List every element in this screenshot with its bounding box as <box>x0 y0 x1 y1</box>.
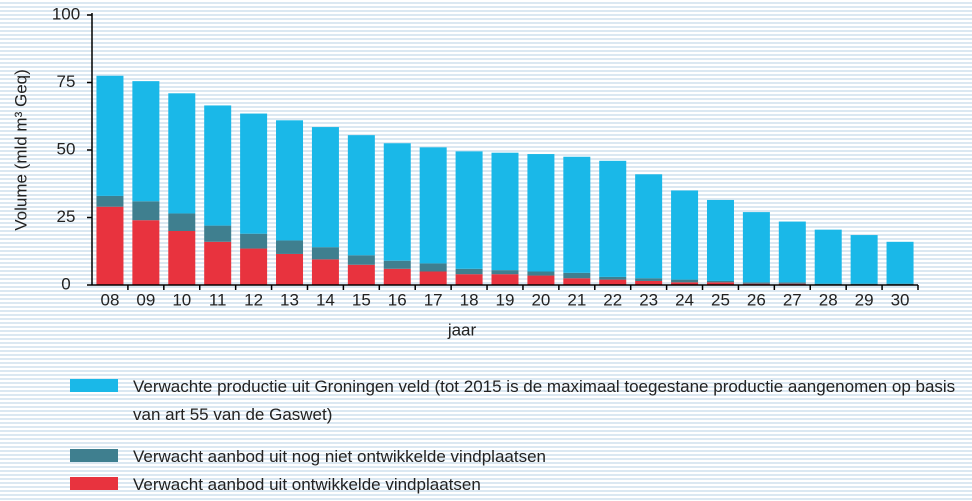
bar-segment <box>383 260 411 269</box>
x-tick-label: 13 <box>280 290 299 309</box>
y-tick-label: 75 <box>57 72 76 91</box>
x-tick-label: 18 <box>460 290 479 309</box>
bar-segment <box>96 75 124 196</box>
bar-segment <box>635 278 663 281</box>
bar-segment <box>168 213 196 231</box>
legend-label: Verwacht aanbod uit ontwikkelde vindplaa… <box>133 475 481 494</box>
x-tick-label: 24 <box>675 290 694 309</box>
bar-segment <box>311 127 339 248</box>
bar-segment <box>706 282 734 285</box>
x-tick-label: 29 <box>855 290 874 309</box>
x-tick-label: 22 <box>603 290 622 309</box>
bar-segment <box>491 270 519 275</box>
y-tick-label: 100 <box>52 4 80 23</box>
chart: Volume (mld m³ Geq) jaar 0 25 50 75 100 08 09 1… <box>11 4 919 339</box>
bar-segment <box>599 276 627 280</box>
bar-segment <box>778 282 806 284</box>
bar-segment <box>563 156 591 273</box>
y-tick-label: 0 <box>61 274 70 293</box>
x-tick-label: 26 <box>747 290 766 309</box>
x-tick-label: 23 <box>639 290 658 309</box>
bar-segment <box>742 212 770 283</box>
x-tick-label: 25 <box>711 290 730 309</box>
bar-segment <box>204 105 232 226</box>
bar-segment <box>132 220 160 285</box>
bar-segment <box>204 241 232 285</box>
bar-segment <box>886 241 914 284</box>
x-tick-label: 14 <box>316 290 335 309</box>
bar-segment <box>599 160 627 277</box>
y-axis-label: Volume (mld m³ Geq) <box>11 69 30 231</box>
legend-swatch <box>70 379 118 392</box>
bar-segment <box>706 199 734 281</box>
x-tick-label: 09 <box>136 290 155 309</box>
x-tick-label: 11 <box>209 290 227 309</box>
bar-segment <box>276 120 304 241</box>
bar-segment <box>671 279 699 283</box>
bar-segment <box>671 190 699 280</box>
bar-segment <box>742 282 770 284</box>
x-tick-label: 27 <box>783 290 802 309</box>
bar-segment <box>527 275 555 285</box>
bar-segment <box>563 278 591 285</box>
bar-segment <box>383 268 411 285</box>
bar-segment <box>204 225 232 242</box>
legend-swatch <box>70 449 118 462</box>
x-tick-label: 08 <box>100 290 119 309</box>
bar-segment <box>814 229 842 284</box>
x-tick-label: 10 <box>172 290 191 309</box>
bar-segment <box>240 233 268 249</box>
bar-segment <box>347 264 375 285</box>
bar-segment <box>347 255 375 265</box>
x-tick-label: 20 <box>531 290 550 309</box>
bar-segment <box>599 279 627 285</box>
bar-segment <box>455 268 483 275</box>
bar-segment <box>419 263 447 272</box>
bar-segment <box>311 247 339 260</box>
bar-segment <box>778 221 806 283</box>
x-tick-label: 17 <box>424 290 443 309</box>
bar-segment <box>276 240 304 254</box>
bar-segment <box>491 274 519 285</box>
bar-segment <box>240 248 268 285</box>
bar-segment <box>563 272 591 279</box>
x-tick-label: 15 <box>352 290 371 309</box>
legend-label: Verwachte productie uit Groningen veld (… <box>133 377 956 424</box>
bar-segment <box>706 280 734 283</box>
x-tick-label: 21 <box>567 290 586 309</box>
bar-segment <box>850 235 878 284</box>
bar-segment <box>455 274 483 285</box>
bar-segment <box>635 280 663 285</box>
bar-segment <box>240 113 268 234</box>
bar-segment <box>671 282 699 285</box>
bar-segment <box>168 231 196 285</box>
bar-segment <box>347 135 375 256</box>
bar-segment <box>527 271 555 276</box>
bar-segment <box>132 81 160 202</box>
bar-segment <box>383 143 411 261</box>
bar-segment <box>168 93 196 214</box>
bar-segment <box>132 201 160 221</box>
x-tick-label: 19 <box>496 290 515 309</box>
legend-swatch <box>70 477 118 490</box>
x-tick-label: 12 <box>244 290 263 309</box>
bar-segment <box>491 152 519 271</box>
y-tick-label: 50 <box>57 139 76 158</box>
bar-segment <box>311 259 339 285</box>
y-tick-label: 25 <box>57 207 76 226</box>
bar-segment <box>96 206 124 285</box>
bar-segment <box>419 271 447 285</box>
legend-label: Verwacht aanbod uit nog niet ontwikkelde… <box>133 447 547 466</box>
x-tick-label: 28 <box>819 290 838 309</box>
bar-segment <box>455 151 483 269</box>
bar-segment <box>527 154 555 272</box>
bar-segment <box>96 195 124 207</box>
bar-segment <box>635 174 663 279</box>
x-axis-label: jaar <box>447 320 477 339</box>
bar-segment <box>276 253 304 285</box>
x-tick-label: 30 <box>891 290 910 309</box>
bar-segment <box>419 147 447 264</box>
x-tick-label: 16 <box>388 290 407 309</box>
